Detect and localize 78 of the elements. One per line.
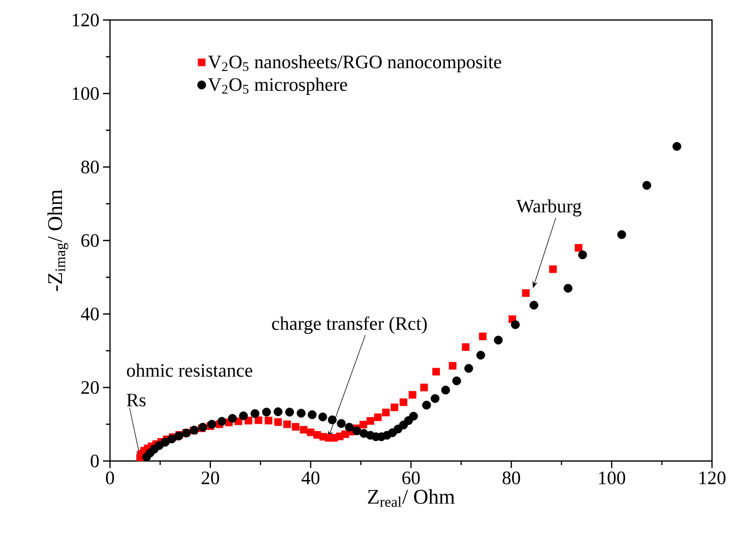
point bbox=[274, 418, 282, 426]
point bbox=[390, 404, 398, 412]
y-tick-label: 20 bbox=[81, 381, 99, 394]
point bbox=[462, 343, 470, 351]
point bbox=[510, 320, 520, 330]
point bbox=[564, 284, 572, 293]
point bbox=[262, 408, 271, 417]
point bbox=[522, 289, 530, 297]
annotation: ohmic resistance bbox=[126, 364, 252, 377]
point bbox=[452, 376, 462, 386]
point bbox=[292, 423, 300, 431]
y-axis-title: -Z$_{imag}$/ Ohm bbox=[47, 190, 68, 291]
point bbox=[300, 426, 308, 434]
point bbox=[422, 400, 431, 410]
point bbox=[617, 230, 626, 240]
point bbox=[366, 417, 374, 425]
x-tick-label: 100 bbox=[599, 472, 626, 484]
point bbox=[306, 428, 314, 436]
point bbox=[336, 419, 346, 428]
point bbox=[374, 413, 382, 422]
point bbox=[420, 384, 428, 392]
legend-label: V$_{2}$O$_{5}$ nanosheets/RGO nanocomposite bbox=[208, 55, 502, 72]
point bbox=[394, 424, 402, 434]
x-tick-label: 0 bbox=[106, 472, 114, 484]
point bbox=[308, 410, 317, 420]
point bbox=[382, 408, 390, 416]
point bbox=[285, 408, 294, 417]
point bbox=[430, 394, 440, 403]
point bbox=[448, 362, 456, 370]
x-tick-label: 40 bbox=[302, 472, 320, 484]
point bbox=[549, 265, 557, 273]
x-tick-label: 20 bbox=[202, 472, 220, 484]
point bbox=[476, 350, 486, 360]
y-tick-label: 120 bbox=[72, 14, 99, 26]
y-tick-label: 80 bbox=[81, 160, 99, 174]
point bbox=[283, 420, 291, 428]
annotation: Rs bbox=[126, 394, 146, 406]
x-tick-label: 80 bbox=[502, 472, 520, 484]
point bbox=[274, 407, 282, 416]
point bbox=[408, 391, 416, 399]
point bbox=[239, 411, 248, 420]
point bbox=[254, 416, 262, 424]
y-tick-label: 100 bbox=[72, 87, 99, 100]
point bbox=[328, 415, 337, 424]
point bbox=[464, 364, 474, 373]
point bbox=[217, 416, 226, 426]
point bbox=[352, 426, 362, 436]
point bbox=[574, 244, 582, 252]
point bbox=[672, 142, 682, 151]
point bbox=[318, 412, 328, 422]
point bbox=[400, 398, 408, 406]
annotation: charge transfer (Rct) bbox=[272, 316, 427, 334]
x-tick-label: 120 bbox=[699, 472, 726, 484]
y-tick-label: 40 bbox=[80, 308, 99, 320]
point bbox=[441, 386, 450, 394]
point bbox=[228, 414, 237, 423]
legend-label: V$_{2}$O$_{5}$ microsphere bbox=[208, 78, 348, 95]
point bbox=[409, 412, 418, 421]
annotation: Warburg bbox=[516, 199, 582, 216]
point bbox=[160, 438, 170, 447]
point bbox=[432, 368, 440, 376]
x-axis-title: Z$_{real}$/ Ohm bbox=[368, 489, 455, 507]
point bbox=[478, 332, 487, 340]
x-tick-label: 60 bbox=[402, 472, 420, 484]
point bbox=[244, 416, 252, 424]
point bbox=[360, 420, 368, 428]
point bbox=[642, 180, 652, 190]
point bbox=[207, 420, 216, 429]
point bbox=[250, 409, 260, 418]
point bbox=[494, 336, 503, 344]
point bbox=[296, 408, 306, 418]
point bbox=[167, 434, 176, 444]
point bbox=[530, 300, 538, 310]
point bbox=[264, 416, 272, 424]
y-tick-label: 0 bbox=[90, 454, 99, 468]
point bbox=[578, 250, 587, 260]
y-tick-label: 60 bbox=[81, 234, 99, 247]
point bbox=[344, 422, 354, 432]
